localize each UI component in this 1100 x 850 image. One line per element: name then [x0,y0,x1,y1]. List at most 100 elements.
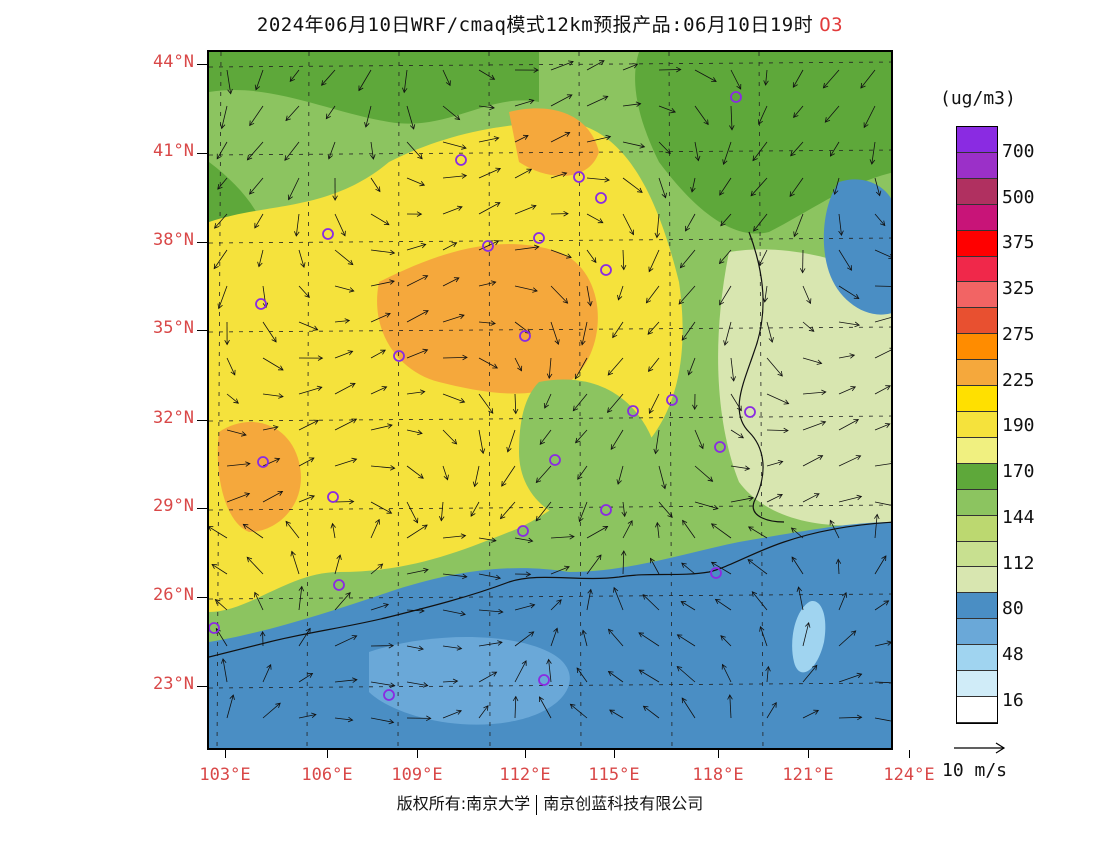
wind-arrow [766,429,789,431]
wind-arrow [642,594,660,611]
site-marker-icon[interactable] [600,264,612,276]
wind-arrow [285,521,300,539]
legend-unit: (ug/m3) [940,88,1016,109]
wind-arrowhead [620,264,627,271]
site-marker-icon[interactable] [714,441,726,453]
zone-orange-north [509,108,599,176]
wind-arrowhead [535,477,542,484]
wind-arrowhead [409,124,416,130]
wind-vectors [209,60,891,725]
wind-arrowhead [638,669,645,675]
lon-tick [327,750,328,758]
wind-arrowhead [665,148,671,155]
site-marker-icon[interactable] [666,394,678,406]
wind-arrow [370,501,392,514]
wind-arrow [729,694,732,719]
wind-arrow [298,586,303,611]
wind-arrowhead [639,143,646,149]
wind-arrow [582,630,588,647]
wind-arrowhead [681,335,687,341]
wind-arrowhead [730,376,736,382]
wind-arrow [442,69,451,86]
site-marker-icon[interactable] [455,154,467,166]
wind-arrowhead [374,518,380,525]
site-marker-icon[interactable] [383,689,395,701]
wind-arrowhead [340,230,346,237]
wind-arrow [334,418,357,431]
wind-arrow [802,391,826,395]
wind-arrow [838,630,856,647]
wind-arrow [514,100,534,107]
wind-arrow [249,105,264,126]
wind-arrow [226,393,239,404]
lat-label: 26°N [153,585,194,605]
wind-arrowhead [211,563,218,569]
site-marker-icon[interactable] [257,456,269,468]
site-marker-icon[interactable] [549,454,561,466]
site-marker-icon[interactable] [255,298,267,310]
site-marker-icon[interactable] [600,504,612,516]
wind-arrow [215,599,228,611]
wind-arrowhead [402,87,408,94]
wind-arrowhead [829,519,835,526]
wind-arrow [577,465,588,480]
wind-arrow [829,520,840,539]
wind-arrow [334,350,353,359]
wind-arrow [656,522,660,539]
wind-arrow [514,135,529,143]
wind-arrow [254,213,264,229]
forecast-map[interactable] [207,50,893,750]
wind-arrow [262,664,272,683]
site-marker-icon[interactable] [538,674,550,686]
copyright-separator [536,794,538,815]
title-text: 2024年06月10日WRF/cmaq模式12km预报产品:06月10日19时 [256,14,814,36]
site-marker-icon[interactable] [519,330,531,342]
site-marker-icon[interactable] [517,525,529,537]
wind-arrowhead [461,144,467,150]
wind-arrow [478,573,501,579]
wind-arrowhead [349,382,356,388]
wind-arrow [658,141,671,154]
wind-arrowhead [242,523,249,529]
site-marker-icon[interactable] [573,171,585,183]
wind-arrow [715,599,732,611]
site-marker-icon[interactable] [595,192,607,204]
wind-arrowhead [522,134,529,140]
lon-tick [417,750,418,758]
site-marker-icon[interactable] [393,350,405,362]
wind-arrow [442,573,467,578]
wind-arrow [478,281,496,287]
wind-arrow [586,60,605,71]
legend-swatch [957,645,997,672]
wind-arrow [213,249,228,269]
site-marker-icon[interactable] [322,228,334,240]
wind-arrow [658,105,676,113]
wind-arrow [262,491,283,503]
wind-arrow [406,524,428,539]
site-marker-icon[interactable] [209,622,220,634]
site-marker-icon[interactable] [482,240,494,252]
wind-arrowhead [490,320,496,326]
lat-label: 29°N [153,496,194,516]
wind-arrow [550,285,568,304]
site-marker-icon[interactable] [627,405,639,417]
site-marker-icon[interactable] [744,406,756,418]
site-marker-icon[interactable] [710,567,722,579]
wind-arrow [574,357,588,379]
site-marker-icon[interactable] [333,579,345,591]
site-marker-icon[interactable] [327,491,339,503]
site-marker-icon[interactable] [730,91,742,103]
wind-arrowhead [345,591,351,598]
wind-arrow [442,535,466,539]
wind-arrowhead [216,153,222,160]
wind-arrowhead [610,444,616,451]
wind-arrowhead [714,598,721,604]
wind-arrowhead [783,427,789,434]
wind-arrow [321,69,336,86]
wind-arrowhead [758,260,764,267]
wind-arrowhead [494,202,501,208]
wind-arrowhead [445,80,451,87]
site-marker-icon[interactable] [533,232,545,244]
wind-arrowhead [351,457,358,463]
legend-level-label: 700 [1002,141,1035,162]
